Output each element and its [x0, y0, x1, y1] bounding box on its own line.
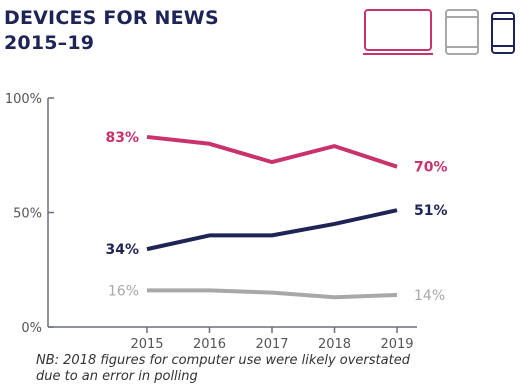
start-value-label-smartphone: 34% [105, 242, 139, 258]
title-line-2: 2015–19 [4, 32, 95, 54]
device-usage-line-chart: 0% 50% 100% 2015 2016 2017 2018 2019 83% 70% 34% 51… [5, 92, 448, 352]
x-tick-label: 2017 [255, 337, 288, 352]
x-tick-label: 2016 [193, 337, 226, 352]
x-tick-label: 2018 [318, 337, 351, 352]
chart-title: DEVICES FOR NEWS 2015–19 [4, 6, 219, 56]
footnote-line-2: due to an error in polling [36, 369, 198, 384]
title-line-1: DEVICES FOR NEWS [4, 7, 219, 29]
end-value-label-tablet: 14% [414, 288, 445, 304]
laptop-icon [363, 9, 433, 55]
tablet-icon [445, 9, 479, 55]
x-tick-label: 2019 [380, 337, 413, 352]
x-tick-label: 2015 [130, 337, 163, 352]
start-value-label-tablet: 16% [108, 283, 139, 299]
smartphone-icon [491, 12, 515, 54]
y-tick-label: 100% [5, 92, 42, 107]
start-value-label-computer: 83% [105, 130, 139, 146]
end-value-label-smartphone: 51% [414, 203, 448, 219]
series-line-computer [146, 134, 398, 169]
end-value-label-computer: 70% [414, 160, 448, 176]
series-line-smartphone [146, 208, 398, 252]
series-line-tablet [147, 288, 398, 300]
footnote: NB: 2018 figures for computer use were l… [36, 353, 410, 385]
device-legend-icons [363, 9, 515, 55]
y-tick-label: 50% [13, 207, 42, 222]
footnote-line-1: NB: 2018 figures for computer use were l… [36, 353, 410, 368]
y-tick-label: 0% [21, 321, 42, 336]
